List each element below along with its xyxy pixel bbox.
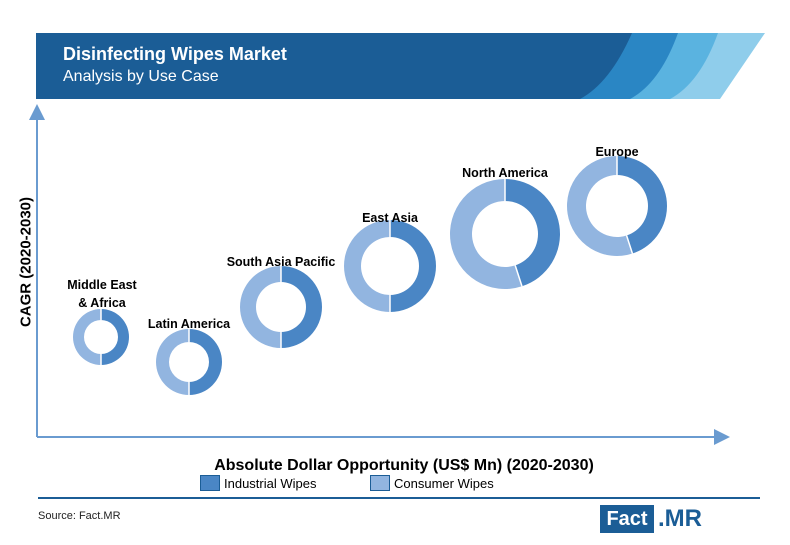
ring-europe-industrial [617, 156, 667, 254]
ring-label-north-america: North America [462, 166, 549, 180]
ring-label-latin-america: Latin America [148, 317, 231, 331]
ring-separator [514, 265, 523, 287]
ring-separator [625, 235, 634, 254]
ring-east-asia-industrial [390, 220, 436, 312]
ring-label-middle-east-africa: Middle East [67, 278, 137, 292]
header-band [36, 33, 652, 99]
ring-label-europe: Europe [595, 145, 638, 159]
ring-north-america-industrial [505, 179, 560, 287]
ring-north-america-consumer [449, 179, 522, 289]
ring-middle-east-africa-industrial [101, 309, 129, 365]
factmr-logo: Fact .MR [600, 505, 750, 533]
ring-label-east-asia: East Asia [362, 211, 419, 225]
ring-south-asia-pacific-industrial [281, 266, 322, 348]
chart-subtitle: Analysis by Use Case [63, 68, 219, 85]
source-note: Source: Fact.MR [38, 510, 121, 522]
chart-title: Disinfecting Wipes Market [63, 44, 287, 64]
legend-item-consumer: Consumer Wipes [370, 475, 494, 491]
footer-divider [38, 497, 760, 499]
ring-middle-east-africa-consumer [72, 309, 101, 365]
legend-swatch-consumer [370, 475, 390, 491]
legend-label-industrial: Industrial Wipes [224, 475, 317, 491]
legend-item-industrial: Industrial Wipes [200, 475, 316, 491]
ring-latin-america-consumer [155, 329, 189, 395]
logo-mr: .MR [658, 505, 702, 532]
x-axis-title: Absolute Dollar Opportunity (US$ Mn) (20… [214, 457, 594, 474]
y-axis-title: CAGR (2020-2030) [17, 196, 35, 328]
logo-fact: Fact [600, 505, 654, 533]
legend-swatch-industrial [200, 475, 220, 491]
ring-label-south-asia-pacific: South Asia Pacific [227, 255, 336, 269]
ring-south-asia-pacific-consumer [239, 266, 281, 348]
ring-label-middle-east-africa: & Africa [78, 296, 127, 310]
legend-label-consumer: Consumer Wipes [394, 475, 494, 491]
donut-marks: Middle East & Africa Latin America South As… [67, 145, 667, 395]
ring-east-asia-consumer [343, 220, 390, 312]
ring-europe-consumer [567, 156, 633, 256]
header-decoration [580, 33, 765, 99]
ring-latin-america-industrial [189, 329, 222, 395]
